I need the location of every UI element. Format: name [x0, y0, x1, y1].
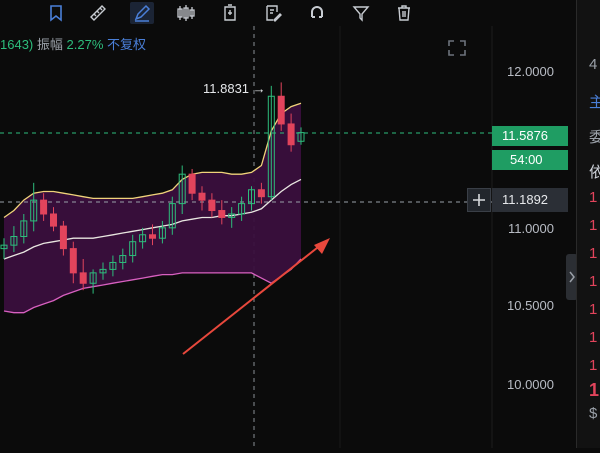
- high-price-marker: 11.8831 →: [203, 81, 266, 96]
- candlestick-chart[interactable]: [0, 26, 576, 448]
- battery-tool-button[interactable]: [218, 2, 242, 24]
- filter-tool-button[interactable]: [349, 2, 373, 24]
- adjust-mode-toggle[interactable]: 不复权: [107, 37, 147, 52]
- amplitude-value: 2.27%: [66, 37, 104, 52]
- lower-band-line: [3, 258, 302, 314]
- panel-row-text: 1: [589, 329, 598, 346]
- battery-icon: [224, 4, 236, 21]
- candle-body: [0, 244, 8, 250]
- bookmark-tool-button[interactable]: [44, 2, 68, 24]
- candle-body: [158, 227, 166, 239]
- ruler-icon: [90, 5, 106, 21]
- candle-body: [218, 210, 226, 218]
- candle-body: [119, 255, 127, 263]
- candle-body: [109, 261, 117, 270]
- bookmark-icon: [50, 5, 62, 22]
- candle-body: [257, 189, 265, 198]
- candle-body: [50, 213, 57, 227]
- annotation-arrow-line: [182, 243, 323, 355]
- candlestick-icon: [177, 5, 195, 21]
- last-price-tag: 11.5876: [492, 126, 568, 146]
- add-alert-button[interactable]: [467, 188, 491, 212]
- candlestick-tool-button[interactable]: [174, 2, 198, 24]
- magnet-tool-button[interactable]: [305, 2, 329, 24]
- candle-body: [89, 272, 97, 284]
- candle-body: [178, 173, 186, 205]
- magnet-icon: [311, 6, 323, 18]
- candle-body: [228, 213, 236, 218]
- plus-icon: [473, 194, 485, 206]
- panel-row-text: 1: [589, 217, 598, 234]
- amplitude-label: 振幅: [36, 37, 63, 52]
- panel-row-text: 1: [589, 273, 598, 290]
- trash-tool-button[interactable]: [392, 2, 416, 24]
- candle-body: [248, 189, 255, 205]
- y-axis-tick: 10.0000: [507, 377, 554, 392]
- candle-body: [129, 241, 137, 257]
- chart-info-bar: 1643) 振幅 2.27% 不复权: [0, 34, 146, 53]
- candle-body: [79, 272, 87, 284]
- panel-collapse-handle[interactable]: [566, 254, 578, 300]
- panel-row-text: 1: [589, 245, 598, 262]
- panel-tab-main[interactable]: 主: [589, 91, 600, 112]
- panel-row-text: 1: [589, 357, 598, 374]
- edit-note-tool-button[interactable]: [261, 2, 285, 24]
- candle-body: [297, 132, 305, 142]
- panel-row-text: 委: [589, 126, 600, 147]
- candle-body: [188, 173, 196, 194]
- candle-body: [20, 220, 28, 238]
- drawing-toolbar: [0, 0, 576, 26]
- y-axis-tick: 12.0000: [507, 64, 554, 79]
- annotation-arrow-head: [314, 238, 330, 254]
- ruler-tool-button[interactable]: [86, 2, 110, 24]
- filter-icon: [352, 6, 370, 22]
- chart-canvas[interactable]: [0, 26, 576, 448]
- panel-row-text: 依: [589, 161, 600, 182]
- panel-row-text: 1: [589, 301, 598, 318]
- panel-row-text: 1: [589, 189, 598, 206]
- trash-icon: [398, 5, 410, 21]
- band-fill: [4, 103, 301, 313]
- candle-body: [10, 236, 18, 246]
- candle-body: [139, 234, 147, 243]
- panel-row-text: 4: [589, 56, 598, 73]
- crosshair-price-tag: 11.1892: [492, 188, 568, 212]
- candle-body: [69, 248, 77, 274]
- panel-row-text: 1: [589, 380, 600, 400]
- upper-band-line: [3, 102, 302, 219]
- candle-body: [168, 203, 176, 229]
- candle-body: [59, 225, 67, 250]
- fullscreen-icon[interactable]: [446, 38, 468, 58]
- edit-note-icon: [266, 5, 282, 22]
- candle-countdown-tag: 54:00: [492, 150, 568, 170]
- chevron-right-icon: [569, 271, 575, 283]
- candle-body: [277, 95, 285, 125]
- y-axis-tick: 10.5000: [507, 298, 554, 313]
- y-axis-tick: 11.0000: [507, 221, 554, 236]
- candle-body: [40, 199, 48, 215]
- candle-body: [198, 192, 206, 201]
- candle-body: [267, 95, 275, 198]
- candle-body: [99, 268, 107, 274]
- change-value: 1643): [0, 37, 34, 52]
- candle-body: [287, 123, 295, 146]
- pen-draw-icon: [134, 4, 151, 22]
- candle-body: [30, 199, 38, 222]
- candle-body: [208, 199, 216, 212]
- candle-body: [149, 234, 156, 239]
- right-side-panel: 4 主 委 依 1 1 1 1 1 1 1 1 $: [576, 0, 600, 448]
- panel-row-text: $: [589, 405, 598, 422]
- candle-body: [238, 203, 246, 215]
- pen-draw-tool-button[interactable]: [130, 2, 154, 24]
